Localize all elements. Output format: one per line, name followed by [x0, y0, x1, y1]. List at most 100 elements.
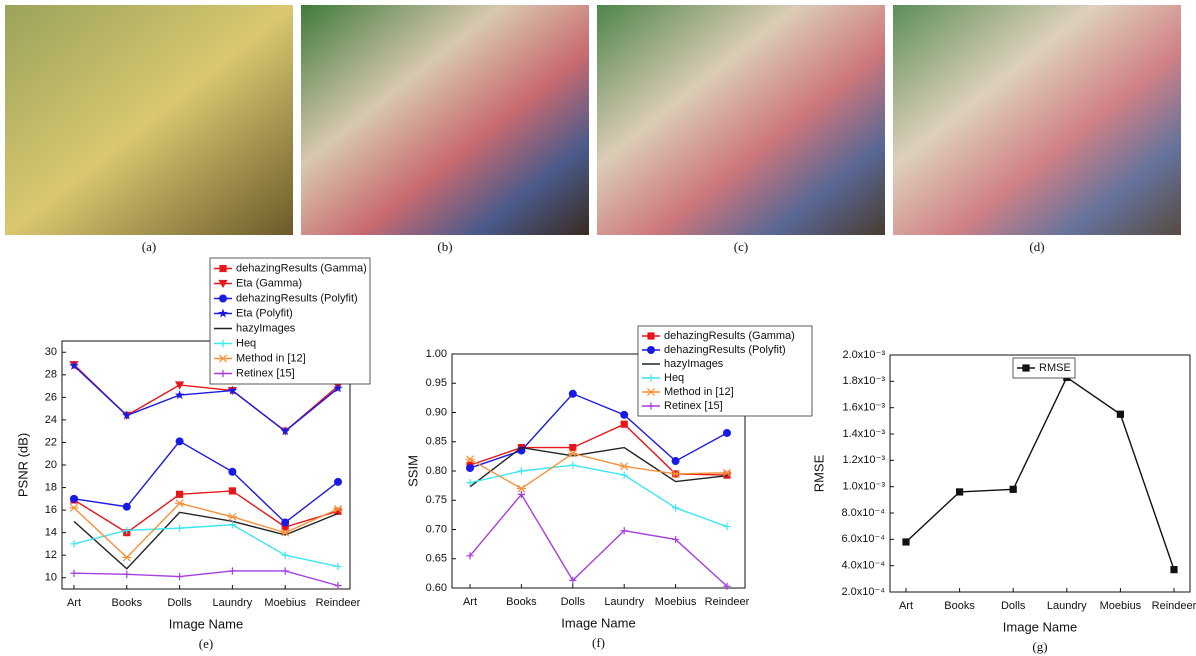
x-tick-label: Books: [506, 596, 537, 608]
y-tick-label: 0.95: [426, 377, 447, 389]
x-tick-label: Moebius: [655, 596, 697, 608]
x-tick-label: Laundry: [213, 597, 253, 609]
legend-label: Heq: [236, 337, 256, 349]
marker: [70, 570, 77, 577]
caption: (f): [592, 635, 605, 650]
marker: [70, 495, 78, 503]
photo: [301, 5, 589, 235]
legend-label: Method in [12]: [236, 352, 306, 364]
marker: [334, 563, 341, 570]
marker: [1010, 486, 1017, 493]
marker: [956, 488, 963, 495]
photo: [597, 5, 885, 235]
marker: [620, 411, 628, 419]
x-tick-label: Reindeer: [705, 596, 750, 608]
series-line: [74, 571, 338, 586]
marker: [229, 567, 236, 574]
marker: [672, 457, 680, 465]
marker: [228, 513, 237, 520]
y-tick-label: 28: [45, 369, 57, 381]
caption: (g): [1032, 639, 1047, 654]
x-tick-label: Dolls: [561, 596, 586, 608]
legend-label: hazyImages: [664, 358, 724, 370]
series-line: [470, 494, 727, 586]
x-tick-label: Reindeer: [316, 597, 361, 609]
marker: [281, 518, 289, 526]
y-tick-label: 18: [45, 481, 57, 493]
y-tick-label: 4.0x10⁻⁴: [841, 560, 885, 572]
x-axis-label: Image Name: [1003, 619, 1077, 634]
marker: [723, 429, 731, 437]
marker: [282, 552, 289, 559]
x-tick-label: Dolls: [167, 597, 192, 609]
y-tick-label: 20: [45, 459, 57, 471]
y-axis-label: PSNR (dB): [15, 433, 30, 497]
y-tick-label: 1.6x10⁻³: [843, 402, 886, 414]
y-axis-label: SSIM: [405, 455, 420, 487]
legend-label: dehazingResults (Gamma): [664, 330, 795, 342]
y-tick-label: 30: [45, 346, 57, 358]
legend-marker: [647, 332, 654, 339]
marker: [123, 571, 130, 578]
legend-label: dehazingResults (Gamma): [236, 262, 367, 274]
y-tick-label: 1.00: [426, 348, 447, 360]
x-axis-label: Image Name: [169, 616, 243, 631]
y-tick-label: 12: [45, 549, 57, 561]
legend-label: hazyImages: [236, 322, 296, 334]
marker: [123, 503, 131, 511]
figure: (a) (b) (c) (d) 1012141618202224262830Ar…: [0, 0, 1196, 656]
marker: [672, 504, 679, 511]
y-tick-label: 26: [45, 391, 57, 403]
marker: [723, 523, 730, 530]
y-tick-label: 2.0x10⁻⁴: [841, 586, 885, 598]
marker: [902, 538, 909, 545]
caption: (e): [199, 636, 213, 651]
series-line: [906, 377, 1174, 569]
caption: (a): [142, 239, 156, 254]
x-tick-label: Art: [899, 600, 913, 612]
x-tick-label: Books: [112, 597, 143, 609]
y-tick-label: 10: [45, 572, 57, 584]
legend-marker: [219, 265, 226, 272]
x-tick-label: Art: [463, 596, 477, 608]
y-tick-label: 14: [45, 527, 57, 539]
legend-label: RMSE: [1039, 362, 1071, 374]
x-tick-label: Moebius: [264, 597, 306, 609]
marker: [334, 582, 341, 589]
y-tick-label: 6.0x10⁻⁴: [841, 533, 885, 545]
marker: [621, 421, 628, 428]
y-tick-label: 2.0x10⁻³: [843, 349, 886, 361]
marker: [569, 390, 577, 398]
legend-label: Eta (Polyfit): [236, 307, 293, 319]
marker: [282, 567, 289, 574]
marker: [1117, 411, 1124, 418]
marker: [229, 487, 236, 494]
x-tick-label: Moebius: [1100, 600, 1142, 612]
marker: [176, 491, 183, 498]
x-tick-label: Laundry: [604, 596, 644, 608]
series-line: [470, 453, 727, 488]
marker: [175, 390, 185, 399]
marker: [228, 468, 236, 476]
legend-marker: [647, 346, 655, 354]
plot-frame: [890, 355, 1190, 592]
y-tick-label: 16: [45, 504, 57, 516]
y-tick-label: 24: [45, 414, 57, 426]
marker: [176, 573, 183, 580]
y-tick-label: 1.8x10⁻³: [843, 375, 886, 387]
y-axis-label: RMSE: [811, 454, 826, 492]
marker: [518, 467, 525, 474]
marker: [122, 554, 131, 561]
legend-label: Retinex [15]: [664, 400, 723, 412]
photo: [893, 5, 1181, 235]
marker: [70, 540, 77, 547]
photo: [5, 5, 293, 235]
y-tick-label: 0.85: [426, 436, 447, 448]
marker: [175, 500, 184, 507]
x-axis-label: Image Name: [561, 615, 635, 630]
y-tick-label: 1.2x10⁻³: [843, 454, 886, 466]
series-line: [74, 503, 338, 557]
marker: [334, 478, 342, 486]
marker: [69, 504, 78, 511]
y-tick-label: 0.70: [426, 523, 447, 535]
